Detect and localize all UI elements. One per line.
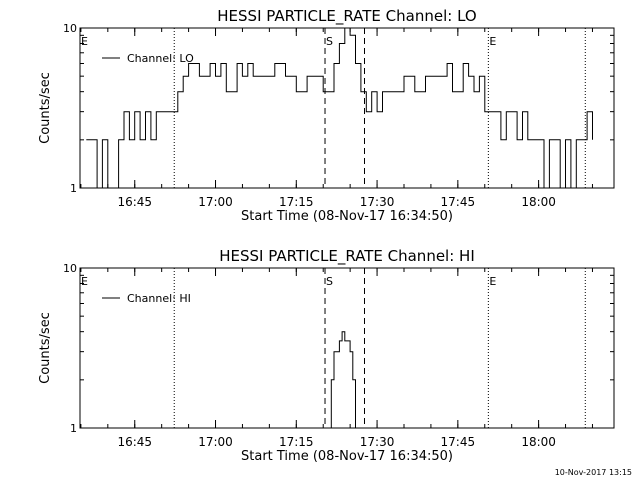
y-tick-label: 10 xyxy=(63,22,77,35)
event-marker-label: S xyxy=(326,275,333,288)
x-tick-label: 18:00 xyxy=(521,435,556,449)
y-tick-label: 1 xyxy=(70,182,77,195)
event-marker-label: E xyxy=(489,35,496,48)
y-axis-label: Counts/sec xyxy=(38,312,53,384)
x-tick-label: 16:45 xyxy=(117,435,152,449)
x-axis-label: Start Time (08-Nov-17 16:34:50) xyxy=(241,209,453,224)
x-tick-label: 17:15 xyxy=(279,435,314,449)
event-marker-label: E xyxy=(81,35,88,48)
x-tick-label: 17:45 xyxy=(441,435,476,449)
y-tick-label: 1 xyxy=(70,422,77,435)
event-marker-label: S xyxy=(326,35,333,48)
x-tick-label: 18:00 xyxy=(521,195,556,209)
y-tick-label: 10 xyxy=(63,262,77,275)
series-line xyxy=(328,331,356,429)
x-tick-label: 17:00 xyxy=(198,435,233,449)
panel-0: HESSI PARTICLE_RATE Channel: LO 1 10 16:45 1… xyxy=(38,7,615,224)
x-tick-label: 17:00 xyxy=(198,195,233,209)
legend-entry: Channel: HI xyxy=(127,292,191,305)
panel-1: HESSI PARTICLE_RATE Channel: HI 1 10 16:45 1… xyxy=(38,247,615,464)
x-tick-label: 17:45 xyxy=(441,195,476,209)
event-marker-label: E xyxy=(489,275,496,288)
event-marker-label: E xyxy=(81,275,88,288)
series-line xyxy=(86,27,593,189)
timestamp: 10-Nov-2017 13:15 xyxy=(554,468,632,477)
y-axis-label: Counts/sec xyxy=(38,72,53,144)
x-axis-label: Start Time (08-Nov-17 16:34:50) xyxy=(241,449,453,464)
chart-title: HESSI PARTICLE_RATE Channel: LO xyxy=(217,7,476,26)
legend-entry: Channel: LO xyxy=(127,52,194,65)
x-tick-label: 17:30 xyxy=(360,195,395,209)
x-tick-label: 17:15 xyxy=(279,195,314,209)
x-tick-label: 16:45 xyxy=(117,195,152,209)
plot-frame xyxy=(79,267,615,429)
chart-title: HESSI PARTICLE_RATE Channel: HI xyxy=(219,247,475,266)
x-tick-label: 17:30 xyxy=(360,435,395,449)
